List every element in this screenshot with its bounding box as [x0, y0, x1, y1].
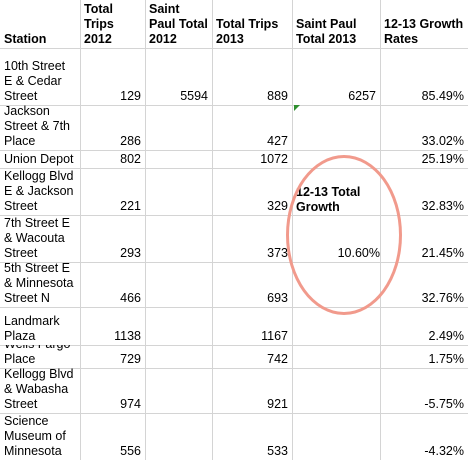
- annotation-circle: [286, 155, 402, 315]
- row-gridline: [0, 215, 468, 216]
- cell-station[interactable]: 5th Street E & Minnesota Street N: [4, 262, 74, 305]
- cell-saint-paul-total-2013[interactable]: [292, 413, 380, 459]
- cell-total-trips-2013[interactable]: 1167: [261, 329, 288, 343]
- cell-growth-rate[interactable]: 32.83%: [421, 199, 464, 213]
- cell-total-trips-2013[interactable]: 742: [267, 352, 288, 366]
- cell-station[interactable]: 10th Street E & Cedar Street: [4, 59, 66, 103]
- cell-growth-rate[interactable]: 85.49%: [421, 89, 464, 103]
- cell-saint-paul-total-2012[interactable]: [145, 368, 212, 412]
- cell-total-trips-2012[interactable]: 556: [120, 444, 141, 458]
- header-growth-rate[interactable]: 12-13 Growth Rates: [384, 17, 464, 46]
- cell-station[interactable]: Kellogg Blvd E & Jackson Street: [4, 169, 74, 213]
- cell-total-trips-2013[interactable]: 427: [267, 134, 288, 148]
- cell-total-trips-2012[interactable]: 293: [120, 246, 141, 260]
- row-gridline: [0, 48, 468, 49]
- cell-saint-paul-total-2012[interactable]: [145, 262, 212, 306]
- cell-saint-paul-total-2012[interactable]: 5594: [180, 89, 208, 103]
- cell-total-trips-2012[interactable]: 466: [120, 291, 141, 305]
- row-gridline: [0, 105, 468, 106]
- cell-growth-rate[interactable]: 32.76%: [421, 291, 464, 305]
- cell-total-trips-2012[interactable]: 221: [120, 199, 141, 213]
- cell-saint-paul-total-2013[interactable]: 6257: [348, 89, 376, 103]
- cell-saint-paul-total-2013[interactable]: [292, 368, 380, 412]
- cell-saint-paul-total-2013[interactable]: [292, 105, 380, 149]
- cell-station[interactable]: Kellogg Blvd & Wabasha Street: [4, 368, 74, 411]
- cell-station[interactable]: Wells Fargo Place: [4, 345, 70, 366]
- cell-station[interactable]: 7th Street E & Wacouta Street: [4, 216, 71, 260]
- header-total-trips-2012[interactable]: Total Trips 2012: [84, 2, 114, 46]
- cell-total-trips-2013[interactable]: 889: [267, 89, 288, 103]
- cell-growth-rate[interactable]: -4.32%: [424, 444, 464, 458]
- cell-growth-rate[interactable]: -5.75%: [424, 397, 464, 411]
- row-gridline: [0, 150, 468, 151]
- cell-total-trips-2012[interactable]: 974: [120, 397, 141, 411]
- cell-total-trips-2012[interactable]: 802: [120, 152, 141, 166]
- header-saint-paul-total-2013[interactable]: Saint Paul Total 2013: [296, 17, 357, 46]
- cell-total-trips-2012[interactable]: 286: [120, 134, 141, 148]
- cell-total-trips-2012[interactable]: 1138: [114, 329, 141, 343]
- cell-saint-paul-total-2012[interactable]: [145, 168, 212, 214]
- header-saint-paul-total-2012[interactable]: Saint Paul Total 2012: [149, 2, 208, 46]
- cell-total-trips-2013[interactable]: 693: [267, 291, 288, 305]
- cell-saint-paul-total-2012[interactable]: [145, 105, 212, 149]
- cell-station[interactable]: Landmark Plaza: [4, 314, 60, 343]
- row-gridline: [0, 262, 468, 263]
- cell-total-trips-2013[interactable]: 373: [267, 246, 288, 260]
- row-gridline: [0, 345, 468, 346]
- cell-total-trips-2013[interactable]: 329: [267, 199, 288, 213]
- row-gridline: [0, 368, 468, 369]
- cell-saint-paul-total-2012[interactable]: [145, 413, 212, 459]
- cell-saint-paul-total-2012[interactable]: [145, 215, 212, 261]
- cell-total-trips-2012[interactable]: 129: [120, 89, 141, 103]
- header-station[interactable]: Station: [4, 32, 47, 46]
- row-gridline: [0, 168, 468, 169]
- cell-station[interactable]: Union Depot: [4, 152, 74, 166]
- header-total-trips-2013[interactable]: Total Trips 2013: [216, 17, 279, 46]
- row-gridline: [0, 413, 468, 414]
- cell-growth-rate[interactable]: 25.19%: [421, 152, 464, 166]
- cell-total-trips-2012[interactable]: 729: [120, 352, 141, 366]
- column-gridline: [212, 0, 213, 460]
- cell-station[interactable]: Jackson Street & 7th Place: [4, 105, 71, 148]
- cell-growth-rate[interactable]: 33.02%: [421, 134, 464, 148]
- cell-total-trips-2013[interactable]: 533: [267, 444, 288, 458]
- cell-saint-paul-total-2012[interactable]: [145, 307, 212, 344]
- cell-growth-rate[interactable]: 2.49%: [428, 329, 464, 343]
- cell-station[interactable]: Science Museum of Minnesota: [4, 414, 66, 458]
- cell-total-trips-2013[interactable]: 1072: [260, 152, 288, 166]
- cell-saint-paul-total-2012[interactable]: [145, 150, 212, 167]
- comment-indicator-icon[interactable]: [294, 105, 300, 111]
- cell-saint-paul-total-2013[interactable]: [292, 345, 380, 367]
- cell-growth-rate[interactable]: 1.75%: [428, 352, 464, 366]
- cell-saint-paul-total-2012[interactable]: [145, 345, 212, 367]
- column-gridline: [80, 0, 81, 460]
- cell-total-trips-2013[interactable]: 921: [267, 397, 288, 411]
- cell-growth-rate[interactable]: 21.45%: [421, 246, 464, 260]
- column-gridline: [145, 0, 146, 460]
- row-gridline: [0, 307, 468, 308]
